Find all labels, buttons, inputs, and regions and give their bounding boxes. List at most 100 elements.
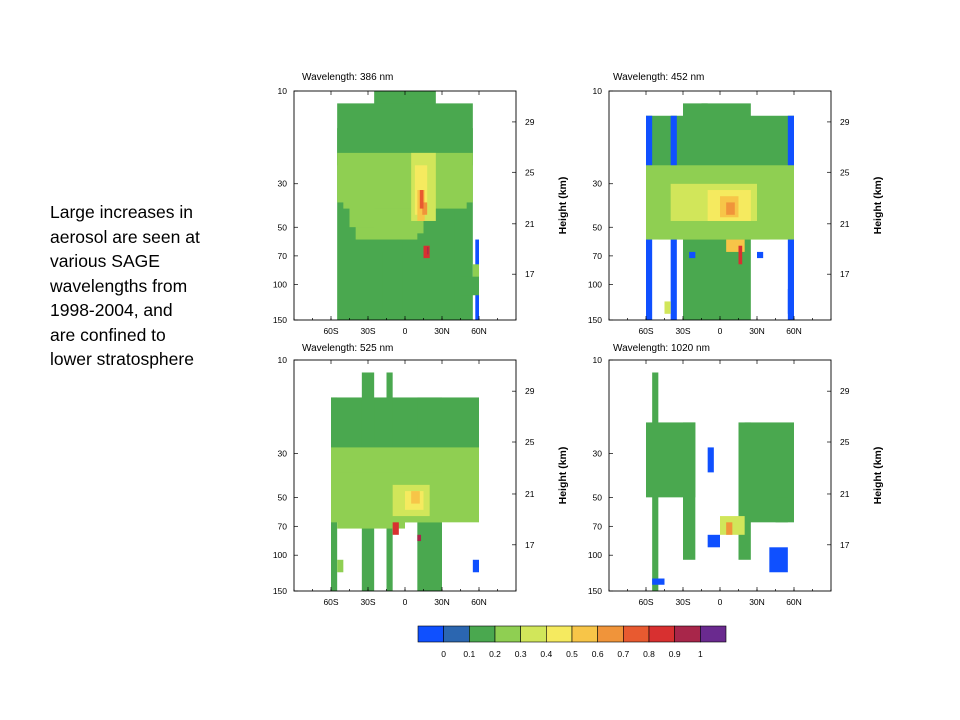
y-left-tick-label: 50 xyxy=(278,492,288,502)
heatmap-cell xyxy=(726,522,733,535)
y-axis-title: Height (km) xyxy=(872,447,884,505)
y-left-tick-label: 10 xyxy=(278,86,288,96)
colorbar-label: 0.9 xyxy=(669,649,681,659)
colorbar-label: 0.8 xyxy=(643,649,655,659)
x-tick-label: 30N xyxy=(434,326,450,336)
heatmap-cell xyxy=(419,190,424,209)
colorbar-swatch xyxy=(648,625,675,643)
y-left-tick-label: 150 xyxy=(588,586,602,596)
caption-line: wavelengths from xyxy=(50,275,188,296)
heatmap-cell xyxy=(417,534,422,542)
heatmap-cell xyxy=(472,264,479,290)
y-right-tick-label: 17 xyxy=(840,540,850,550)
x-tick-label: 0 xyxy=(403,597,408,607)
chart-panel: Wavelength: 1020 nm 60S 30S 0 30N 60N 10 30 50 70… xyxy=(588,343,884,607)
colorbar-label: 1 xyxy=(698,649,703,659)
caption-text: Large increases in aerosol are seen at v… xyxy=(50,200,250,372)
heatmap-cell xyxy=(652,372,659,591)
heatmap-cell xyxy=(392,522,399,535)
x-tick-label: 60S xyxy=(638,597,653,607)
y-left-tick-label: 100 xyxy=(273,280,287,290)
colorbar-swatch xyxy=(571,625,598,643)
caption-line: lower stratosphere xyxy=(50,349,194,369)
colorbar-swatch xyxy=(623,625,650,643)
y-right-tick-label: 17 xyxy=(840,269,850,279)
y-left-tick-label: 30 xyxy=(593,449,603,459)
y-right-tick-label: 17 xyxy=(525,540,535,550)
chart-panel: Wavelength: 386 nm 60S 30S 0 30N 60N 10 30 50 70 1… xyxy=(273,72,569,336)
caption-line: are confined to xyxy=(50,324,166,345)
x-tick-label: 60N xyxy=(471,597,487,607)
y-right-tick-label: 29 xyxy=(525,117,535,127)
x-tick-label: 60N xyxy=(786,326,802,336)
colorbar-label: 0.1 xyxy=(463,649,475,659)
colorbar-swatch xyxy=(469,625,496,643)
caption-line: Large increases in xyxy=(50,202,193,222)
chart-panel: Wavelength: 452 nm 60S 30S 0 30N 60N 10 30 50 70 1… xyxy=(588,72,884,336)
heatmap-cell xyxy=(411,491,420,504)
y-left-tick-label: 70 xyxy=(278,521,288,531)
heatmap-cell xyxy=(396,239,403,320)
colorbar-swatch xyxy=(494,625,521,643)
heatmap-cell xyxy=(423,245,430,259)
x-tick-label: 30S xyxy=(360,326,375,336)
heatmap-cell xyxy=(683,422,696,560)
heatmap-cell xyxy=(738,245,743,265)
heatmap-cell xyxy=(422,202,428,215)
y-left-tick-label: 50 xyxy=(593,492,603,502)
y-left-tick-label: 30 xyxy=(278,449,288,459)
y-left-tick-label: 70 xyxy=(593,521,603,531)
x-tick-label: 0 xyxy=(403,326,408,336)
heatmap-cell xyxy=(337,559,344,573)
y-right-tick-label: 25 xyxy=(525,167,535,177)
heatmap-cell xyxy=(707,534,720,548)
colorbar-label: 0.5 xyxy=(566,649,578,659)
y-right-tick-label: 29 xyxy=(840,386,850,396)
caption-line: aerosol are seen at xyxy=(50,226,200,247)
x-tick-label: 30N xyxy=(434,597,450,607)
colorbar-swatch xyxy=(546,625,573,643)
panel-title: Wavelength: 386 nm xyxy=(302,72,393,83)
y-left-tick-label: 10 xyxy=(278,355,288,365)
heatmap-cell xyxy=(472,559,479,573)
heatmap-cells xyxy=(646,103,794,320)
colorbar-swatch xyxy=(700,625,727,643)
x-tick-label: 60S xyxy=(323,326,338,336)
y-left-tick-label: 100 xyxy=(588,550,602,560)
y-left-tick-label: 70 xyxy=(593,251,603,261)
heatmap-cell xyxy=(427,246,429,255)
colorbar-swatch xyxy=(443,625,470,643)
colorbar-swatch xyxy=(597,625,624,643)
heatmap-cell xyxy=(382,251,389,320)
plot-frame xyxy=(608,359,832,592)
heatmap-cell xyxy=(769,547,788,573)
y-axis-title: Height (km) xyxy=(557,447,569,505)
panel-title: Wavelength: 525 nm xyxy=(302,343,393,354)
colorbar-label: 0.7 xyxy=(617,649,629,659)
x-tick-label: 0 xyxy=(718,326,723,336)
y-right-tick-label: 21 xyxy=(525,219,535,229)
heatmap-cell xyxy=(460,276,479,296)
colorbar: 0 0.1 0.2 0.3 0.4 0.5 0.6 0.7 0.8 0.9 1 xyxy=(417,625,727,659)
colorbar-label: 0.3 xyxy=(515,649,527,659)
heatmap-cell xyxy=(757,251,764,259)
y-right-tick-label: 25 xyxy=(840,437,850,447)
x-tick-label: 30S xyxy=(675,326,690,336)
colorbar-label: 0 xyxy=(441,649,446,659)
panel-title: Wavelength: 452 nm xyxy=(613,72,704,83)
y-right-tick-label: 17 xyxy=(525,269,535,279)
y-left-tick-label: 150 xyxy=(273,315,287,325)
x-tick-label: 60S xyxy=(323,597,338,607)
caption-line: various SAGE xyxy=(50,251,160,271)
panel-title: Wavelength: 1020 nm xyxy=(613,343,710,354)
heatmap-cell xyxy=(787,289,792,314)
y-left-tick-label: 50 xyxy=(278,222,288,232)
y-axis-title: Height (km) xyxy=(872,177,884,235)
y-right-tick-label: 29 xyxy=(840,117,850,127)
heatmap-cell xyxy=(689,251,696,259)
y-left-tick-label: 150 xyxy=(273,586,287,596)
heatmap-cell xyxy=(652,578,665,585)
y-right-tick-label: 21 xyxy=(840,219,850,229)
x-tick-label: 60N xyxy=(786,597,802,607)
